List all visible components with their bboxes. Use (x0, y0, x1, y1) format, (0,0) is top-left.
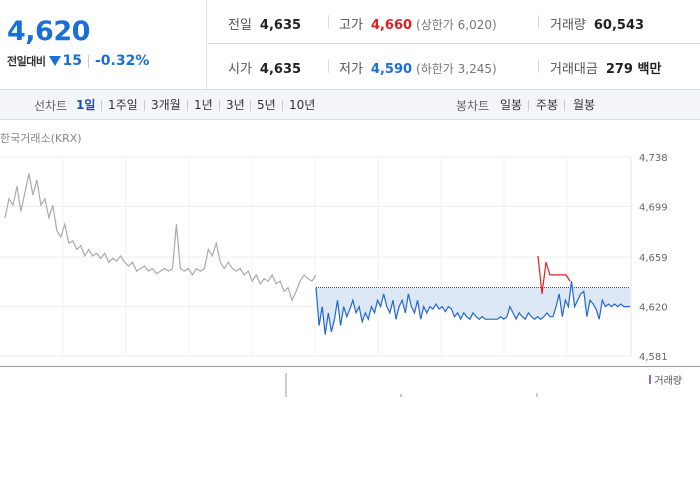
divider (87, 54, 89, 68)
quote-header: 4,620 전일대비 15 -0.32% 전일 4,635 고가 4,660 (상한가… (0, 0, 700, 90)
y-tick-label: 4,620 (639, 303, 668, 314)
change-rate: -0.32% (94, 53, 150, 69)
divider (528, 100, 529, 111)
stat-low: 저가 4,590 (하한가 3,245) (339, 62, 497, 77)
period-daily[interactable]: 일봉 (500, 98, 523, 112)
y-tick-label: 4,699 (639, 202, 668, 213)
period-10y[interactable]: 10년 (289, 98, 316, 112)
line-chart-label: 선차트 (34, 99, 68, 113)
stat-prev-close: 전일 4,635 (228, 18, 302, 33)
period-5y[interactable]: 5년 (257, 98, 276, 112)
down-triangle-icon (49, 56, 62, 66)
series-line-1 (4, 173, 317, 302)
y-axis-ticks: 4,738 4,699 4,659 4,620 4,581 (639, 153, 668, 363)
period-weekly[interactable]: 주봉 (536, 98, 559, 112)
series-line-2 (315, 281, 630, 335)
period-1y[interactable]: 1년 (194, 98, 213, 112)
legend-swatch (649, 375, 652, 384)
divider (538, 15, 539, 29)
chart-grid (0, 156, 632, 357)
change-row: 전일대비 15 -0.32% (7, 53, 149, 69)
candle-chart-label: 봉차트 (456, 99, 490, 113)
divider (328, 15, 329, 29)
divider (328, 59, 329, 73)
series-line-3 (537, 255, 571, 294)
divider (538, 59, 539, 73)
divider (282, 100, 283, 111)
stat-high: 고가 4,660 (상한가 6,020) (339, 18, 497, 33)
volume-legend-label: 거래량 (654, 376, 682, 387)
data-source-label: 한국거래소(KRX) (0, 132, 82, 145)
period-3m[interactable]: 3개월 (151, 98, 181, 112)
chart-toolbar: 선차트 1일 1주일 3개월 1년 3년 5년 10년 봉차트 일봉 주봉 월봉 (0, 90, 700, 120)
stats-row-2: 시가 4,635 저가 4,590 (하한가 3,245) 거래대금 279 백만 (208, 44, 700, 88)
change-amount: 15 (62, 53, 82, 69)
divider (144, 100, 145, 111)
stat-open: 시가 4,635 (228, 62, 302, 77)
volume-area (0, 366, 700, 397)
period-monthly[interactable]: 월봉 (573, 98, 596, 112)
period-1d[interactable]: 1일 (76, 98, 96, 112)
price-chart: 4,738 4,699 4,659 4,620 4,581 (0, 153, 668, 363)
stat-volume: 거래량 60,543 (550, 18, 645, 33)
change-label: 전일대비 (7, 55, 46, 68)
divider (187, 100, 188, 111)
volume-legend: 거래량 (649, 372, 682, 387)
period-3y[interactable]: 3년 (226, 98, 245, 112)
y-tick-label: 4,659 (639, 253, 668, 264)
chart-fill (316, 287, 630, 335)
period-1w[interactable]: 1주일 (108, 98, 138, 112)
y-tick-label: 4,581 (639, 352, 668, 363)
volume-marks (285, 373, 538, 397)
divider (219, 100, 220, 111)
y-tick-label: 4,738 (639, 153, 668, 164)
chart-series (4, 173, 630, 335)
divider (250, 100, 251, 111)
below-base-fill (316, 287, 630, 335)
price-box: 4,620 전일대비 15 -0.32% (0, 0, 207, 90)
divider (101, 100, 102, 111)
stat-trade-value: 거래대금 279 백만 (550, 62, 662, 77)
stats-row-1: 전일 4,635 고가 4,660 (상한가 6,020) 거래량 60,543 (208, 0, 700, 44)
current-price: 4,620 (7, 16, 90, 47)
divider (564, 100, 565, 111)
quote-stats: 전일 4,635 고가 4,660 (상한가 6,020) 거래량 60,543 시가 4… (208, 0, 700, 90)
